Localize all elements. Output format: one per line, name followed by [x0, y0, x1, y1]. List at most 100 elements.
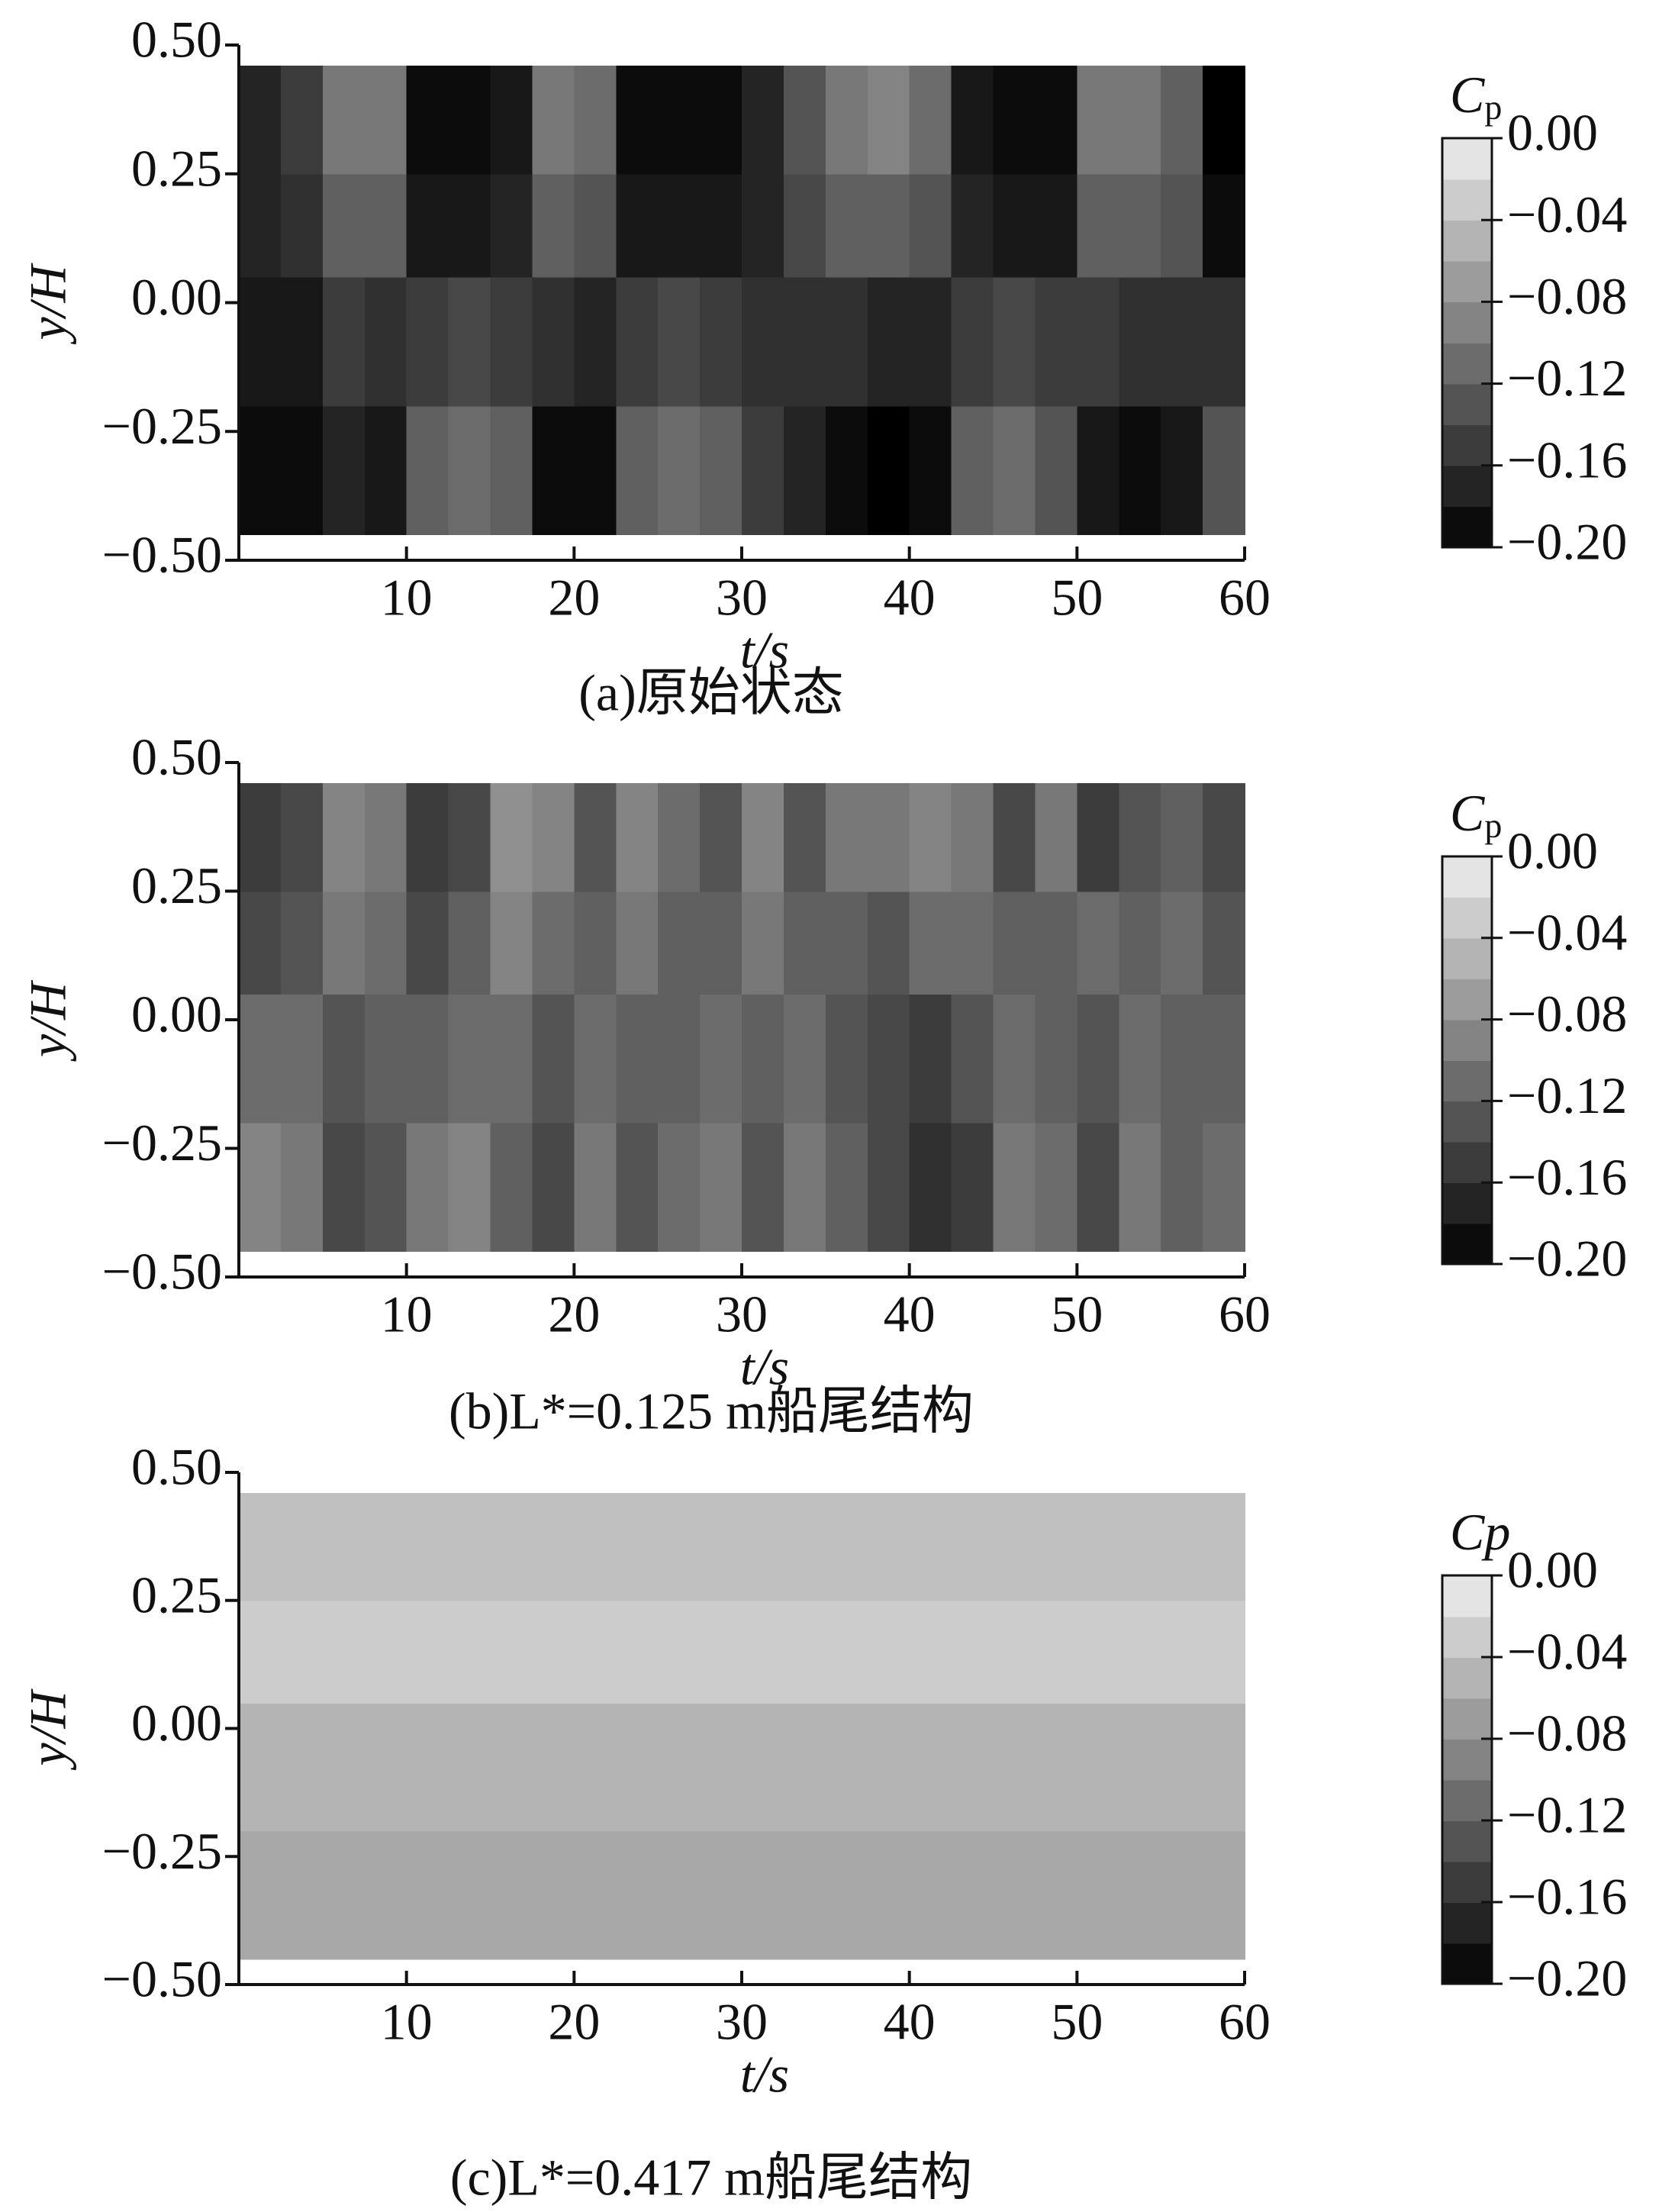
- heat-cell: [658, 994, 701, 1124]
- colorbar-frame: [1441, 1574, 1493, 1985]
- heat-cell: [406, 1702, 449, 1832]
- heat-cell: [1161, 891, 1203, 995]
- heat-cell: [448, 891, 491, 995]
- heat-cell: [993, 782, 1036, 892]
- x-tick-label: 20: [548, 1993, 600, 2051]
- heat-cell: [490, 405, 533, 536]
- x-axis-label: t/s: [740, 1338, 789, 1396]
- heat-cell: [1035, 1830, 1078, 1960]
- heat-cell: [1077, 173, 1120, 278]
- colorbar-band: [1442, 1739, 1492, 1781]
- heat-cell: [239, 994, 282, 1124]
- heat-cell: [1161, 276, 1203, 407]
- heat-cell: [322, 1830, 366, 1960]
- heat-cell: [1119, 66, 1161, 175]
- heat-cell: [700, 782, 742, 892]
- heat-cell: [406, 1600, 449, 1704]
- colorbar-band: [1442, 424, 1492, 466]
- heat-cell: [1119, 782, 1161, 892]
- heat-cell: [909, 891, 952, 995]
- y-tick-label: 0.50: [131, 1438, 222, 1496]
- heat-cell: [1203, 405, 1245, 536]
- heat-cell: [825, 891, 868, 995]
- heat-cell: [364, 405, 407, 536]
- colorbar-label-subscript: p: [1484, 806, 1502, 845]
- heat-cell: [742, 1600, 784, 1704]
- heat-cell: [1077, 66, 1120, 175]
- colorbar-band: [1442, 1575, 1492, 1617]
- heat-cell: [1077, 1600, 1120, 1704]
- heat-cell: [825, 1702, 868, 1832]
- heat-cell: [239, 173, 282, 278]
- heat-cell: [700, 994, 742, 1124]
- heat-cell: [406, 405, 449, 536]
- heat-cell: [532, 1600, 575, 1704]
- heat-cell: [867, 173, 910, 278]
- heat-cell: [909, 1600, 952, 1704]
- heat-cell: [616, 1600, 659, 1704]
- heat-cell: [280, 1122, 324, 1253]
- heat-cell: [490, 994, 533, 1124]
- heat-cell: [951, 891, 994, 995]
- heat-cell: [616, 1830, 659, 1960]
- heat-cell: [658, 782, 701, 892]
- colorbar-band: [1442, 1141, 1492, 1183]
- heat-cell: [742, 1122, 784, 1253]
- y-tick-label: 0.50: [131, 11, 222, 69]
- heat-cell: [406, 276, 449, 407]
- heat-cell: [1119, 1702, 1161, 1832]
- heat-cell: [280, 1702, 324, 1832]
- heat-cell: [658, 276, 701, 407]
- heat-cell: [1119, 173, 1161, 278]
- heat-cell: [406, 173, 449, 278]
- heat-cell: [909, 782, 952, 892]
- heat-cell: [700, 1830, 742, 1960]
- heat-cell: [322, 994, 366, 1124]
- colorbar-band: [1442, 1902, 1492, 1944]
- heat-cell: [867, 1702, 910, 1832]
- heat-cell: [993, 1122, 1036, 1253]
- heat-cell: [616, 1702, 659, 1832]
- heat-cell: [1203, 1600, 1245, 1704]
- x-tick-label: 60: [1219, 569, 1271, 627]
- heat-cell: [239, 1600, 282, 1704]
- heat-cell: [616, 276, 659, 407]
- heat-cell: [700, 1492, 742, 1601]
- colorbar-tick-label: −0.04: [1507, 1623, 1627, 1681]
- heat-cell: [280, 276, 324, 407]
- heat-cell: [700, 173, 742, 278]
- colorbar-band: [1442, 179, 1492, 221]
- heat-cell: [1161, 1122, 1203, 1253]
- heat-cell: [574, 405, 617, 536]
- heat-cell: [1203, 1830, 1245, 1960]
- heat-cell: [867, 66, 910, 175]
- colorbar-band: [1442, 1060, 1492, 1102]
- heat-cell: [867, 1492, 910, 1601]
- colorbar-band: [1442, 1182, 1492, 1224]
- heat-cell: [280, 173, 324, 278]
- heat-cell: [322, 1702, 366, 1832]
- heat-cell: [239, 66, 282, 175]
- y-tick-label: 0.50: [131, 728, 222, 786]
- heat-cell: [700, 66, 742, 175]
- heat-cell: [783, 994, 826, 1124]
- colorbar-frame: [1441, 855, 1493, 1266]
- heat-cell: [1161, 1492, 1203, 1601]
- heat-cell: [1203, 173, 1245, 278]
- colorbar-band: [1442, 1223, 1492, 1265]
- heat-cell: [532, 994, 575, 1124]
- y-tick-label: 0.00: [131, 985, 222, 1043]
- colorbar-tick-label: −0.20: [1507, 1230, 1627, 1288]
- heat-cell: [448, 1702, 491, 1832]
- heat-cell: [322, 1600, 366, 1704]
- y-tick-label: −0.50: [102, 526, 222, 584]
- heat-cell: [742, 1492, 784, 1601]
- heat-cell: [993, 1492, 1036, 1601]
- heat-cell: [783, 1122, 826, 1253]
- heat-cell: [1077, 994, 1120, 1124]
- heat-cell: [867, 782, 910, 892]
- heat-cell: [1035, 276, 1078, 407]
- heat-cell: [825, 66, 868, 175]
- heat-cell: [700, 405, 742, 536]
